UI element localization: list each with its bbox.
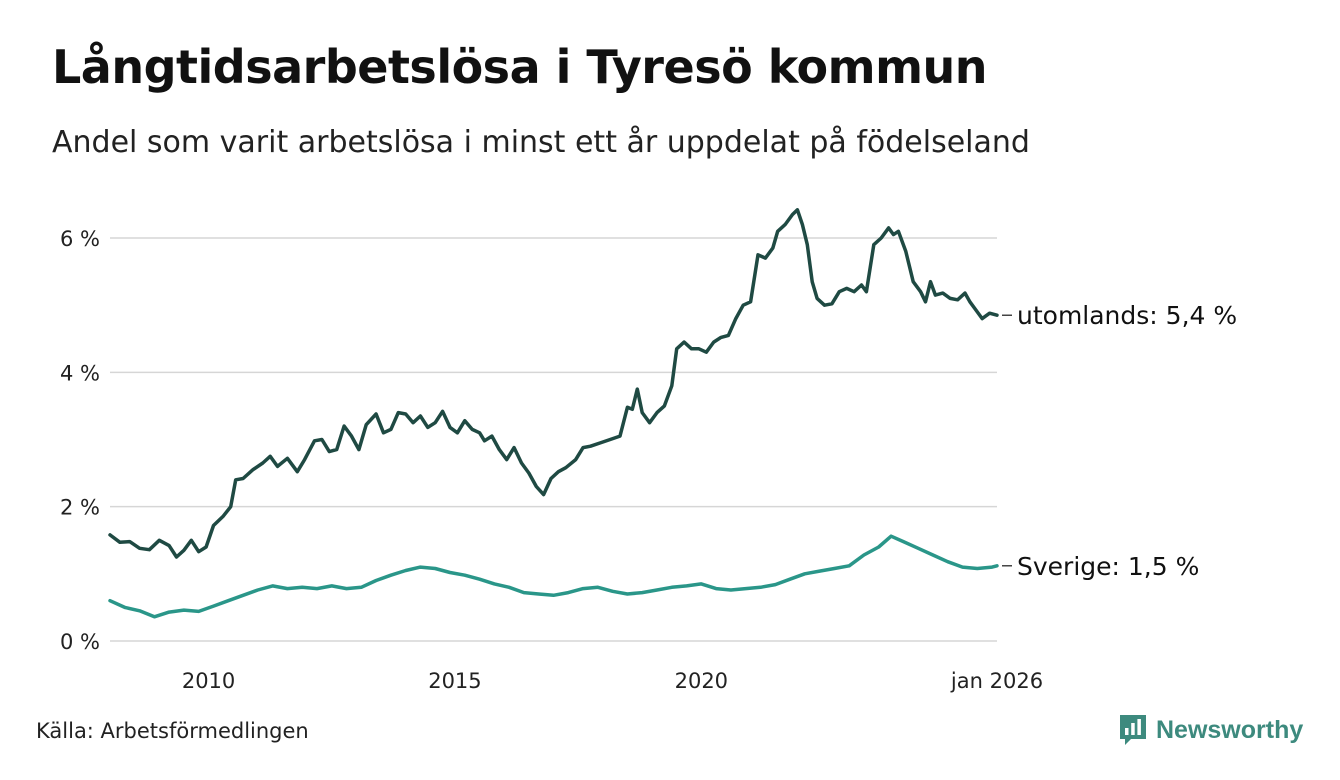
end-label-sverige: Sverige: 1,5 % (1017, 552, 1199, 581)
y-axis-ticks: 0 % 2 % 4 % 6 % (60, 227, 100, 654)
newsworthy-logo-icon (1120, 715, 1146, 745)
series-line-utomlands (108, 208, 999, 559)
x-tick-label: 2010 (182, 669, 235, 693)
y-tick-label: 2 % (60, 496, 100, 520)
y-tick-label: 6 % (60, 227, 100, 251)
brand-logo: Newsworthy (1118, 713, 1303, 747)
brand-name: Newsworthy (1156, 715, 1304, 744)
y-tick-label: 0 % (60, 630, 100, 654)
chart-subtitle: Andel som varit arbetslösa i minst ett å… (52, 125, 1030, 160)
series-end-labels: utomlands: 5,4 % Sverige: 1,5 % (1002, 301, 1237, 581)
x-tick-label: jan 2026 (950, 669, 1043, 693)
series-line-sverige (108, 534, 999, 619)
x-tick-label: 2015 (428, 669, 481, 693)
x-tick-label: 2020 (675, 669, 728, 693)
x-axis-ticks: 2010 2015 2020 jan 2026 (182, 669, 1043, 693)
chart-title: Långtidsarbetslösa i Tyresö kommun (52, 40, 988, 94)
y-tick-label: 4 % (60, 361, 100, 385)
end-label-utomlands: utomlands: 5,4 % (1017, 301, 1237, 330)
series-lines (108, 208, 999, 619)
source-note: Källa: Arbetsförmedlingen (36, 719, 309, 743)
grid-lines (110, 237, 997, 642)
